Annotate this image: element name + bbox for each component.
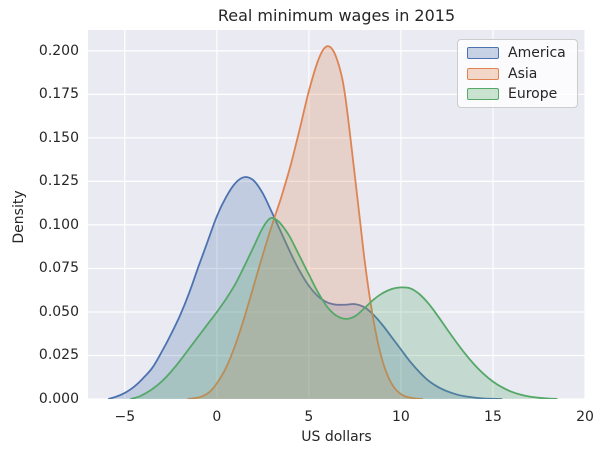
legend: America Asia Europe [457, 39, 578, 108]
x-tick-label: 20 [576, 409, 594, 425]
kde-fill-america [108, 176, 503, 399]
y-tick-label: 0.150 [38, 129, 79, 146]
x-tick-label: 15 [484, 409, 502, 425]
kde-chart-svg [88, 30, 585, 399]
legend-label-asia: Asia [508, 65, 538, 82]
x-tick-label: 0 [212, 409, 222, 425]
chart-title: Real minimum wages in 2015 [217, 6, 456, 25]
y-axis-label: Density [11, 190, 27, 244]
legend-swatch-asia [467, 67, 499, 80]
kde-fill-europe [130, 217, 558, 399]
kde-line-europe [130, 217, 558, 399]
y-tick-label: 0.200 [38, 42, 79, 59]
legend-item-america: America [458, 43, 577, 63]
x-tick-label: 5 [304, 409, 314, 425]
legend-item-asia: Asia [458, 64, 577, 84]
legend-label-europe: Europe [508, 85, 558, 102]
y-tick-label: 0.075 [38, 260, 79, 277]
y-tick-label: 0.000 [38, 391, 79, 407]
legend-swatch-europe [467, 87, 499, 100]
legend-item-europe: Europe [458, 84, 577, 104]
x-tick-label: −5 [114, 409, 136, 425]
kde-line-asia [187, 45, 424, 399]
y-tick-label: 0.050 [38, 303, 79, 320]
y-tick-label: 0.125 [38, 173, 79, 190]
y-tick-label: 0.025 [38, 347, 79, 364]
kde-fill-asia [187, 46, 423, 399]
x-axis-label: US dollars [301, 429, 372, 445]
legend-label-america: America [508, 45, 566, 62]
kde-line-america [107, 176, 503, 399]
y-tick-label: 0.175 [38, 86, 79, 103]
y-tick-label: 0.100 [38, 216, 79, 233]
x-tick-label: 10 [392, 409, 410, 425]
legend-swatch-america [467, 47, 499, 60]
